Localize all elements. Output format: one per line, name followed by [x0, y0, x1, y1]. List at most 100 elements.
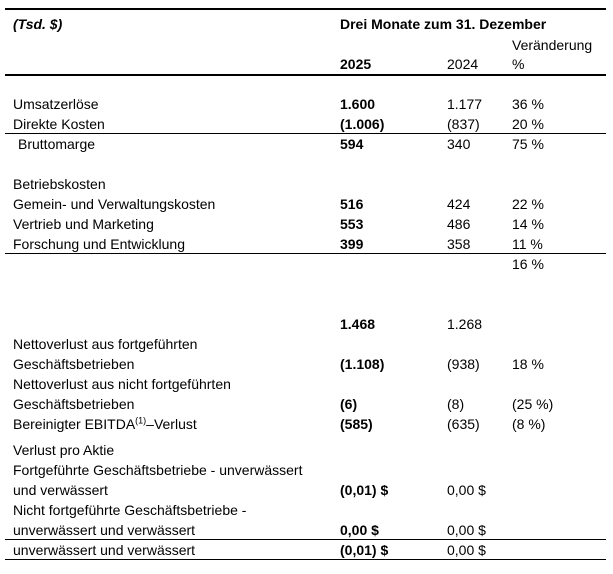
- value-2024: [447, 440, 512, 460]
- value-2025: (585): [340, 416, 373, 432]
- header-spacer: [447, 36, 512, 55]
- financial-table: (Tsd. $) Drei Monate zum 31. Dezember Ve…: [5, 8, 606, 560]
- table-row: und verwässert (0,01) $ 0,00 $: [5, 480, 606, 500]
- table-row: Umsatzerlöse 1.600 1.177 36 %: [5, 94, 606, 114]
- value-2025: (6): [340, 396, 358, 412]
- period-header: Drei Monate zum 31. Dezember: [340, 16, 547, 32]
- table-header: (Tsd. $) Drei Monate zum 31. Dezember Ve…: [5, 10, 606, 76]
- row-label: Betriebskosten: [13, 176, 106, 192]
- value-percent: 11 %: [512, 236, 543, 252]
- value-2024: 340: [447, 136, 471, 152]
- header-spacer: [340, 36, 447, 55]
- value-percent: [512, 520, 606, 539]
- value-percent: [512, 374, 606, 394]
- value-2024: (635): [447, 416, 480, 432]
- value-2024: 1.268: [447, 316, 483, 332]
- table-row: Vertrieb und Marketing 553 486 14 %: [5, 214, 606, 234]
- row-label: Bereinigter EBITDA(1)–Verlust: [13, 415, 197, 432]
- table-row: Bruttomarge 594 340 75 %: [5, 134, 606, 154]
- row-label: Bruttomarge: [18, 136, 96, 152]
- value-2025: 1.468: [340, 316, 376, 332]
- value-2025: (1.006): [340, 116, 385, 132]
- value-2024: [447, 334, 512, 354]
- row-label: Vertrieb und Marketing: [13, 216, 154, 232]
- value-2025: 516: [340, 196, 364, 212]
- value-2025: 1.600: [340, 96, 376, 112]
- year-prior-header: 2024: [447, 56, 479, 72]
- value-2024: 0,00 $: [447, 522, 486, 538]
- value-2025: 399: [340, 236, 364, 252]
- table-row: Forschung und Entwicklung 399 358 11 %: [5, 234, 606, 254]
- value-2025: [340, 254, 447, 274]
- row-label: Direkte Kosten: [13, 116, 105, 132]
- row-label: Geschäftsbetrieben: [13, 356, 135, 372]
- value-2024: 424: [447, 196, 471, 212]
- row-label: unverwässert und verwässert: [13, 542, 196, 558]
- value-percent: 75 %: [512, 136, 544, 152]
- value-2024: (938): [447, 356, 480, 372]
- value-percent: [512, 480, 606, 500]
- value-percent: 14 %: [512, 216, 544, 232]
- value-percent: (25 %): [512, 396, 554, 412]
- value-2024: [447, 374, 512, 394]
- footnote-marker: (1): [135, 415, 147, 426]
- table-row: Gemein- und Verwaltungskosten 516 424 22 %: [5, 194, 606, 214]
- table-row: Betriebskosten: [5, 174, 606, 194]
- row-label: Geschäftsbetrieben: [13, 396, 135, 412]
- value-2024: [447, 174, 512, 194]
- value-2024: (837): [447, 116, 480, 132]
- value-2025: [340, 440, 447, 460]
- value-2025: [340, 500, 447, 520]
- year-current-header: 2025: [340, 56, 372, 72]
- value-2025: 553: [340, 216, 364, 232]
- value-2024: [447, 254, 512, 274]
- value-2025: 0,00 $: [340, 522, 379, 538]
- value-percent: [512, 314, 606, 334]
- value-2025: [340, 374, 447, 394]
- value-2024: (8): [447, 396, 465, 412]
- table-row: 16 %: [5, 254, 606, 274]
- table-row: Nettoverlust aus nicht fortgeführten: [5, 374, 606, 394]
- value-percent: 20 %: [512, 116, 544, 132]
- spacer-row: [5, 154, 606, 174]
- value-percent: 18 %: [512, 356, 544, 372]
- row-label: Umsatzerlöse: [13, 96, 99, 112]
- value-2024: 486: [447, 216, 471, 232]
- value-percent: [512, 334, 606, 354]
- change-header: Veränderung: [512, 37, 593, 53]
- value-2025: [340, 460, 447, 480]
- value-2024: [447, 460, 512, 480]
- value-2025: (0,01) $: [340, 542, 389, 558]
- table-row: Nicht fortgeführte Geschäftsbetriebe -: [5, 500, 606, 520]
- row-label: Nettoverlust aus fortgeführten: [13, 336, 198, 352]
- value-2024: 0,00 $: [447, 482, 486, 498]
- value-2025: 594: [340, 136, 364, 152]
- value-percent: [512, 500, 606, 520]
- value-percent: [512, 174, 606, 194]
- value-percent: 22 %: [512, 196, 544, 212]
- table-row: Direkte Kosten (1.006) (837) 20 %: [5, 114, 606, 134]
- value-2024: 1.177: [447, 96, 483, 112]
- row-label: Forschung und Entwicklung: [13, 236, 185, 252]
- header-row-years: 2025 2024 %: [5, 55, 606, 74]
- table-rows: Umsatzerlöse 1.600 1.177 36 % Direkte Kosten…: [5, 76, 606, 560]
- value-2024: 358: [447, 236, 471, 252]
- table-row: 1.468 1.268: [5, 314, 606, 334]
- value-percent: [512, 440, 606, 460]
- table-row: Verlust pro Aktie: [5, 440, 606, 460]
- row-label: Fortgeführte Geschäftsbetriebe - unverwä…: [13, 462, 303, 478]
- value-percent: (8 %): [512, 416, 546, 432]
- row-label: [5, 254, 340, 274]
- table-row: Fortgeführte Geschäftsbetriebe - unverwä…: [5, 460, 606, 480]
- value-2025: [340, 174, 447, 194]
- value-percent: [512, 460, 606, 480]
- header-row-period: (Tsd. $) Drei Monate zum 31. Dezember: [5, 12, 606, 36]
- row-label: Verlust pro Aktie: [13, 442, 115, 458]
- value-2025: (0,01) $: [340, 482, 389, 498]
- spacer-row: [5, 274, 606, 314]
- header-spacer: [5, 36, 340, 55]
- value-percent: 16 %: [512, 256, 544, 272]
- value-2024: 0,00 $: [447, 542, 486, 558]
- value-2024: [447, 500, 512, 520]
- header-spacer: [5, 55, 340, 74]
